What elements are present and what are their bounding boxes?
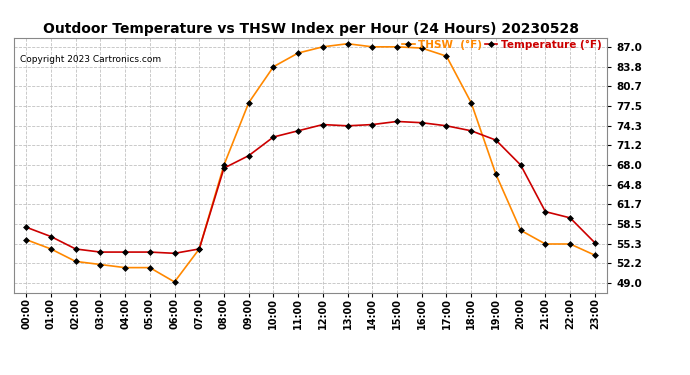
Temperature (°F) [220, 166, 228, 170]
THSW  (°F) [294, 51, 302, 55]
Temperature (°F) [541, 209, 549, 214]
Line: THSW  (°F): THSW (°F) [24, 42, 597, 284]
Temperature (°F) [170, 251, 179, 256]
THSW  (°F) [121, 266, 129, 270]
THSW  (°F) [195, 247, 204, 251]
Temperature (°F) [195, 247, 204, 251]
THSW  (°F) [541, 242, 549, 246]
Line: Temperature (°F): Temperature (°F) [24, 119, 597, 255]
Title: Outdoor Temperature vs THSW Index per Hour (24 Hours) 20230528: Outdoor Temperature vs THSW Index per Ho… [43, 22, 578, 36]
Temperature (°F) [417, 120, 426, 125]
THSW  (°F) [591, 253, 599, 257]
Temperature (°F) [344, 124, 352, 128]
THSW  (°F) [319, 45, 327, 49]
THSW  (°F) [22, 237, 30, 242]
Temperature (°F) [96, 250, 104, 254]
Temperature (°F) [517, 163, 525, 167]
Temperature (°F) [22, 225, 30, 230]
THSW  (°F) [517, 228, 525, 232]
Legend: THSW  (°F), Temperature (°F): THSW (°F), Temperature (°F) [402, 40, 601, 50]
THSW  (°F) [393, 45, 401, 49]
THSW  (°F) [269, 64, 277, 69]
THSW  (°F) [442, 54, 451, 58]
Temperature (°F) [566, 216, 574, 220]
THSW  (°F) [72, 259, 80, 264]
THSW  (°F) [47, 247, 55, 251]
THSW  (°F) [492, 172, 500, 177]
THSW  (°F) [146, 266, 154, 270]
Temperature (°F) [269, 135, 277, 139]
Temperature (°F) [319, 122, 327, 127]
Temperature (°F) [121, 250, 129, 254]
Text: Copyright 2023 Cartronics.com: Copyright 2023 Cartronics.com [20, 56, 161, 64]
THSW  (°F) [96, 262, 104, 267]
THSW  (°F) [244, 100, 253, 105]
Temperature (°F) [393, 119, 401, 124]
THSW  (°F) [368, 45, 377, 49]
THSW  (°F) [566, 242, 574, 246]
Temperature (°F) [244, 153, 253, 158]
Temperature (°F) [72, 247, 80, 251]
Temperature (°F) [368, 122, 377, 127]
Temperature (°F) [467, 129, 475, 133]
Temperature (°F) [146, 250, 154, 254]
THSW  (°F) [344, 42, 352, 46]
THSW  (°F) [417, 46, 426, 50]
Temperature (°F) [294, 129, 302, 133]
THSW  (°F) [220, 163, 228, 167]
THSW  (°F) [170, 280, 179, 284]
Temperature (°F) [591, 240, 599, 245]
Temperature (°F) [442, 124, 451, 128]
Temperature (°F) [492, 138, 500, 142]
THSW  (°F) [467, 100, 475, 105]
Temperature (°F) [47, 234, 55, 239]
